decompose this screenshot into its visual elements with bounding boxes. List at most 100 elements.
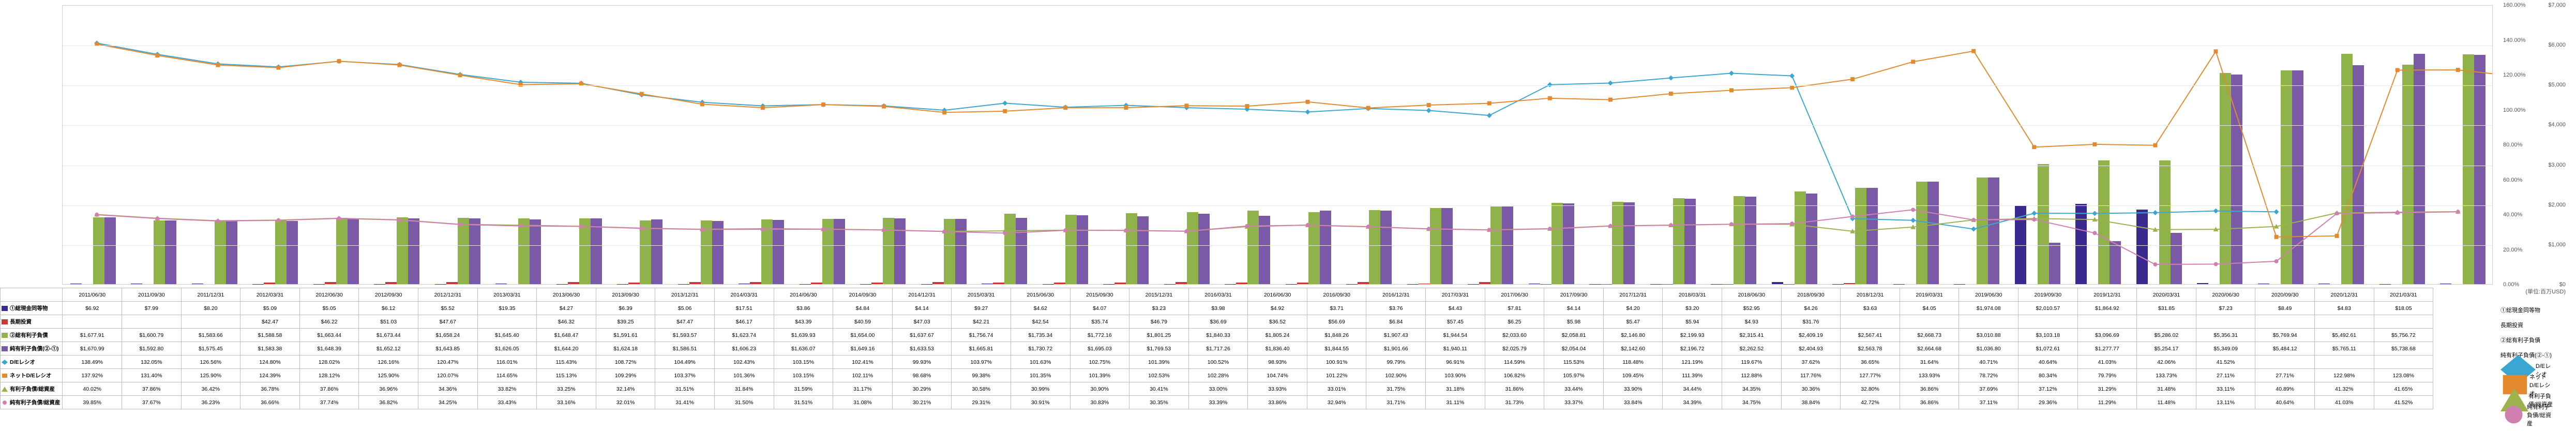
bar <box>385 282 397 284</box>
bar <box>1187 212 1198 284</box>
bar <box>154 220 165 284</box>
table-cell: $1,665.81 <box>952 342 1011 356</box>
table-cell: $1,643.85 <box>418 342 477 356</box>
bar <box>1054 283 1065 284</box>
row-header: D/Eレシオ <box>1 356 63 369</box>
y2-tick-label: 20.00% <box>2503 247 2544 253</box>
table-cell: $3.98 <box>1188 302 1248 315</box>
table-cell: $19.35 <box>477 302 537 315</box>
bar <box>1734 196 1745 284</box>
table-cell <box>2314 356 2374 369</box>
table-cell: $1,730.72 <box>1011 342 1070 356</box>
table-cell: 37.86% <box>122 382 182 396</box>
table-cell: $52.95 <box>1722 302 1782 315</box>
table-cell: $4.14 <box>892 302 952 315</box>
table-cell: 30.58% <box>952 382 1011 396</box>
legend-item: ①総現金同等物 <box>2500 302 2553 317</box>
table-cell: 30.83% <box>1070 396 1129 409</box>
bar <box>2341 54 2353 284</box>
table-cell: 33.00% <box>1188 382 1248 396</box>
bar <box>1016 218 1027 285</box>
bar <box>651 219 662 284</box>
table-cell: $1,772.16 <box>1070 329 1129 342</box>
bar <box>458 218 469 284</box>
date-header: 2011/09/30 <box>122 288 182 302</box>
table-cell: $3.20 <box>1663 302 1722 315</box>
table-cell: 36.65% <box>1841 356 1900 369</box>
bar <box>2292 70 2303 284</box>
date-header: 2020/09/30 <box>2255 288 2315 302</box>
date-header: 2019/09/30 <box>2018 288 2078 302</box>
table-cell: 31.29% <box>2077 382 2137 396</box>
table-cell: 101.39% <box>1129 356 1189 369</box>
table-cell: 30.91% <box>1011 396 1070 409</box>
bar <box>2038 164 2049 284</box>
table-cell: 41.52% <box>2374 396 2433 409</box>
bar <box>469 218 480 284</box>
table-cell: $1,901.66 <box>1366 342 1426 356</box>
table-cell: $1,735.34 <box>1011 329 1070 342</box>
table-cell: 37.12% <box>2018 382 2078 396</box>
table-cell: 30.21% <box>892 396 952 409</box>
bar <box>761 219 773 284</box>
table-cell: $5.52 <box>418 302 477 315</box>
bar <box>348 218 359 284</box>
bar <box>2136 210 2148 284</box>
table-cell: 116.01% <box>477 356 537 369</box>
table-cell: $31.85 <box>2137 302 2196 315</box>
table-cell: $5,484.12 <box>2255 342 2315 356</box>
table-cell: $6.12 <box>359 302 418 315</box>
table-cell: 128.12% <box>299 369 359 382</box>
table-cell: 123.08% <box>2374 369 2433 382</box>
table-cell <box>122 315 182 329</box>
date-header: 2017/03/31 <box>1426 288 1485 302</box>
plot-area <box>62 5 2493 285</box>
bar <box>822 219 834 285</box>
table-cell: $18.05 <box>2374 302 2433 315</box>
table-cell: $2,567.41 <box>1841 329 1900 342</box>
bar <box>1563 203 1574 284</box>
table-cell: 100.52% <box>1188 356 1248 369</box>
table-cell: 33.11% <box>2196 382 2255 396</box>
table-cell: 102.53% <box>1129 369 1189 382</box>
table-cell: 34.25% <box>418 396 477 409</box>
table-cell: $2,033.60 <box>1485 329 1544 342</box>
bar <box>1358 282 1369 284</box>
table-cell: $1,072.61 <box>2018 342 2078 356</box>
table-cell: $4.07 <box>1070 302 1129 315</box>
bar <box>530 219 541 284</box>
table-cell: $51.03 <box>359 315 418 329</box>
bar <box>932 282 944 284</box>
table-cell: 30.90% <box>1070 382 1129 396</box>
bars-layer <box>63 6 2492 284</box>
table-cell: 101.35% <box>1011 369 1070 382</box>
bar <box>325 282 336 284</box>
table-cell: $6.92 <box>63 302 122 315</box>
date-header: 2015/03/31 <box>952 288 1011 302</box>
table-cell: 33.39% <box>1188 396 1248 409</box>
table-cell: $1,844.55 <box>1307 342 1366 356</box>
table-cell: $1,940.11 <box>1426 342 1485 356</box>
table-cell: 41.32% <box>2314 382 2374 396</box>
date-header: 2014/09/30 <box>833 288 893 302</box>
bar <box>1988 177 1999 284</box>
table-cell: $1,593.57 <box>655 329 715 342</box>
table-cell: 27.11% <box>2196 369 2255 382</box>
bar <box>215 221 226 284</box>
bar <box>1745 197 1756 284</box>
table-cell: 33.01% <box>1307 382 1366 396</box>
table-cell: 108.72% <box>596 356 655 369</box>
table-cell: $5,738.68 <box>2374 342 2433 356</box>
table-cell: 36.86% <box>1900 396 1959 409</box>
table-cell: 115.13% <box>537 369 596 382</box>
table-cell: 114.65% <box>477 369 537 382</box>
table-cell: 40.71% <box>1959 356 2018 369</box>
table-cell: 104.74% <box>1248 369 1307 382</box>
table-cell: 13.11% <box>2196 396 2255 409</box>
table-cell: $35.74 <box>1070 315 1129 329</box>
date-header: 2012/06/30 <box>299 288 359 302</box>
bar <box>955 219 967 284</box>
table-cell: $1,583.38 <box>240 342 300 356</box>
table-cell: $1,801.25 <box>1129 329 1189 342</box>
table-cell: 30.36% <box>1781 382 1841 396</box>
